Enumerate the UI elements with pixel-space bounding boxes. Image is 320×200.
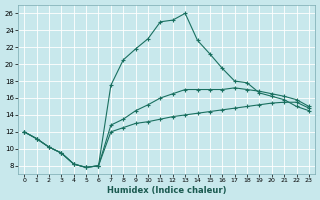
X-axis label: Humidex (Indice chaleur): Humidex (Indice chaleur) (107, 186, 226, 195)
